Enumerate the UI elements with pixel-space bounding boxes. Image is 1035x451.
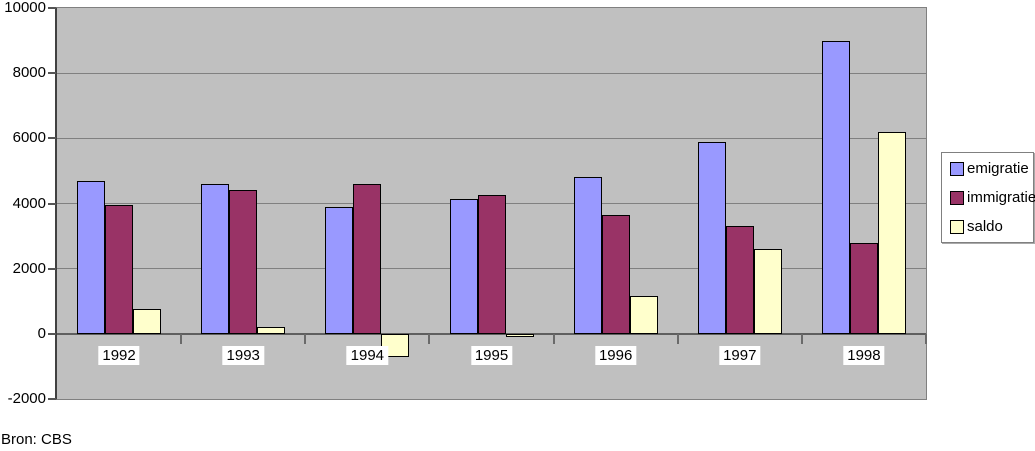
bar-immigratie-1993 <box>229 190 258 334</box>
category-tick-4 <box>552 333 555 344</box>
legend-label-saldo: saldo <box>967 218 1003 235</box>
y-axis-label--2000: -2000 <box>7 390 46 407</box>
x-axis-label-1995: 1995 <box>470 345 513 365</box>
y-axis-label-8000: 8000 <box>12 64 46 82</box>
legend-label-emigratie: emigratie <box>967 160 1029 177</box>
bar-immigratie-1996 <box>601 214 630 334</box>
legend-swatch-saldo <box>950 219 964 234</box>
bar-saldo-1998 <box>877 131 906 334</box>
bar-emigratie-1998 <box>821 40 850 334</box>
bar-saldo-1993 <box>257 327 286 334</box>
bar-emigratie-1992 <box>77 180 106 334</box>
y-axis-tick-0 <box>48 332 56 335</box>
gridline-8000 <box>57 72 926 74</box>
y-axis-label-0: 0 <box>37 324 46 342</box>
y-axis-tick-6000 <box>48 137 56 140</box>
y-axis-label-2000: 2000 <box>12 259 46 277</box>
x-axis-label-1997: 1997 <box>719 345 761 365</box>
legend: emigratie immigratie saldo <box>941 152 1035 243</box>
category-tick-5 <box>676 333 679 344</box>
zero-gridline <box>57 332 926 335</box>
y-axis-label-10000: 10000 <box>4 0 46 16</box>
source-note: Bron: CBS <box>1 431 72 448</box>
bar-immigratie-1992 <box>105 205 134 334</box>
bar-saldo-1996 <box>629 296 658 334</box>
bar-emigratie-1997 <box>697 141 726 334</box>
y-axis-tick-4000 <box>48 202 56 205</box>
bar-saldo-1995 <box>505 333 534 338</box>
bar-emigratie-1995 <box>449 198 478 334</box>
category-tick-2 <box>304 333 307 344</box>
x-axis-label-1992: 1992 <box>98 345 140 365</box>
bar-immigratie-1998 <box>849 242 878 334</box>
y-axis-tick-8000 <box>48 72 56 75</box>
gridline-6000 <box>57 137 926 139</box>
y-axis-label-6000: 6000 <box>12 129 46 147</box>
category-tick-3 <box>428 333 431 344</box>
x-axis-label-1996: 1996 <box>594 345 637 365</box>
y-axis-label-4000: 4000 <box>12 194 46 212</box>
bar-saldo-1992 <box>133 309 162 334</box>
bar-emigratie-1996 <box>573 177 602 334</box>
x-axis-label-1993: 1993 <box>222 345 264 365</box>
y-axis-tick-10000 <box>48 7 56 9</box>
category-tick-7 <box>925 333 927 344</box>
legend-swatch-emigratie <box>950 161 964 176</box>
category-tick-1 <box>180 333 183 344</box>
bar-saldo-1994 <box>381 333 410 357</box>
plot-area: 1992 1993 1994 1995 1996 1997 1998 <box>55 7 927 400</box>
bar-immigratie-1997 <box>725 226 754 334</box>
bar-immigratie-1995 <box>477 195 506 334</box>
legend-item-emigratie: emigratie <box>950 154 1033 183</box>
x-axis-label-1998: 1998 <box>843 345 885 365</box>
bar-emigratie-1994 <box>325 206 354 334</box>
y-axis-tick--2000 <box>48 398 56 400</box>
category-tick-6 <box>800 333 803 344</box>
legend-item-saldo: saldo <box>950 212 1033 241</box>
legend-swatch-immigratie <box>950 190 964 205</box>
y-axis-tick-2000 <box>48 267 56 270</box>
bar-emigratie-1993 <box>201 183 230 334</box>
bar-saldo-1997 <box>753 249 782 334</box>
bar-immigratie-1994 <box>353 183 382 334</box>
legend-item-immigratie: immigratie <box>950 183 1035 212</box>
x-axis-label-1994: 1994 <box>346 345 389 365</box>
legend-label-immigratie: immigratie <box>967 189 1035 206</box>
